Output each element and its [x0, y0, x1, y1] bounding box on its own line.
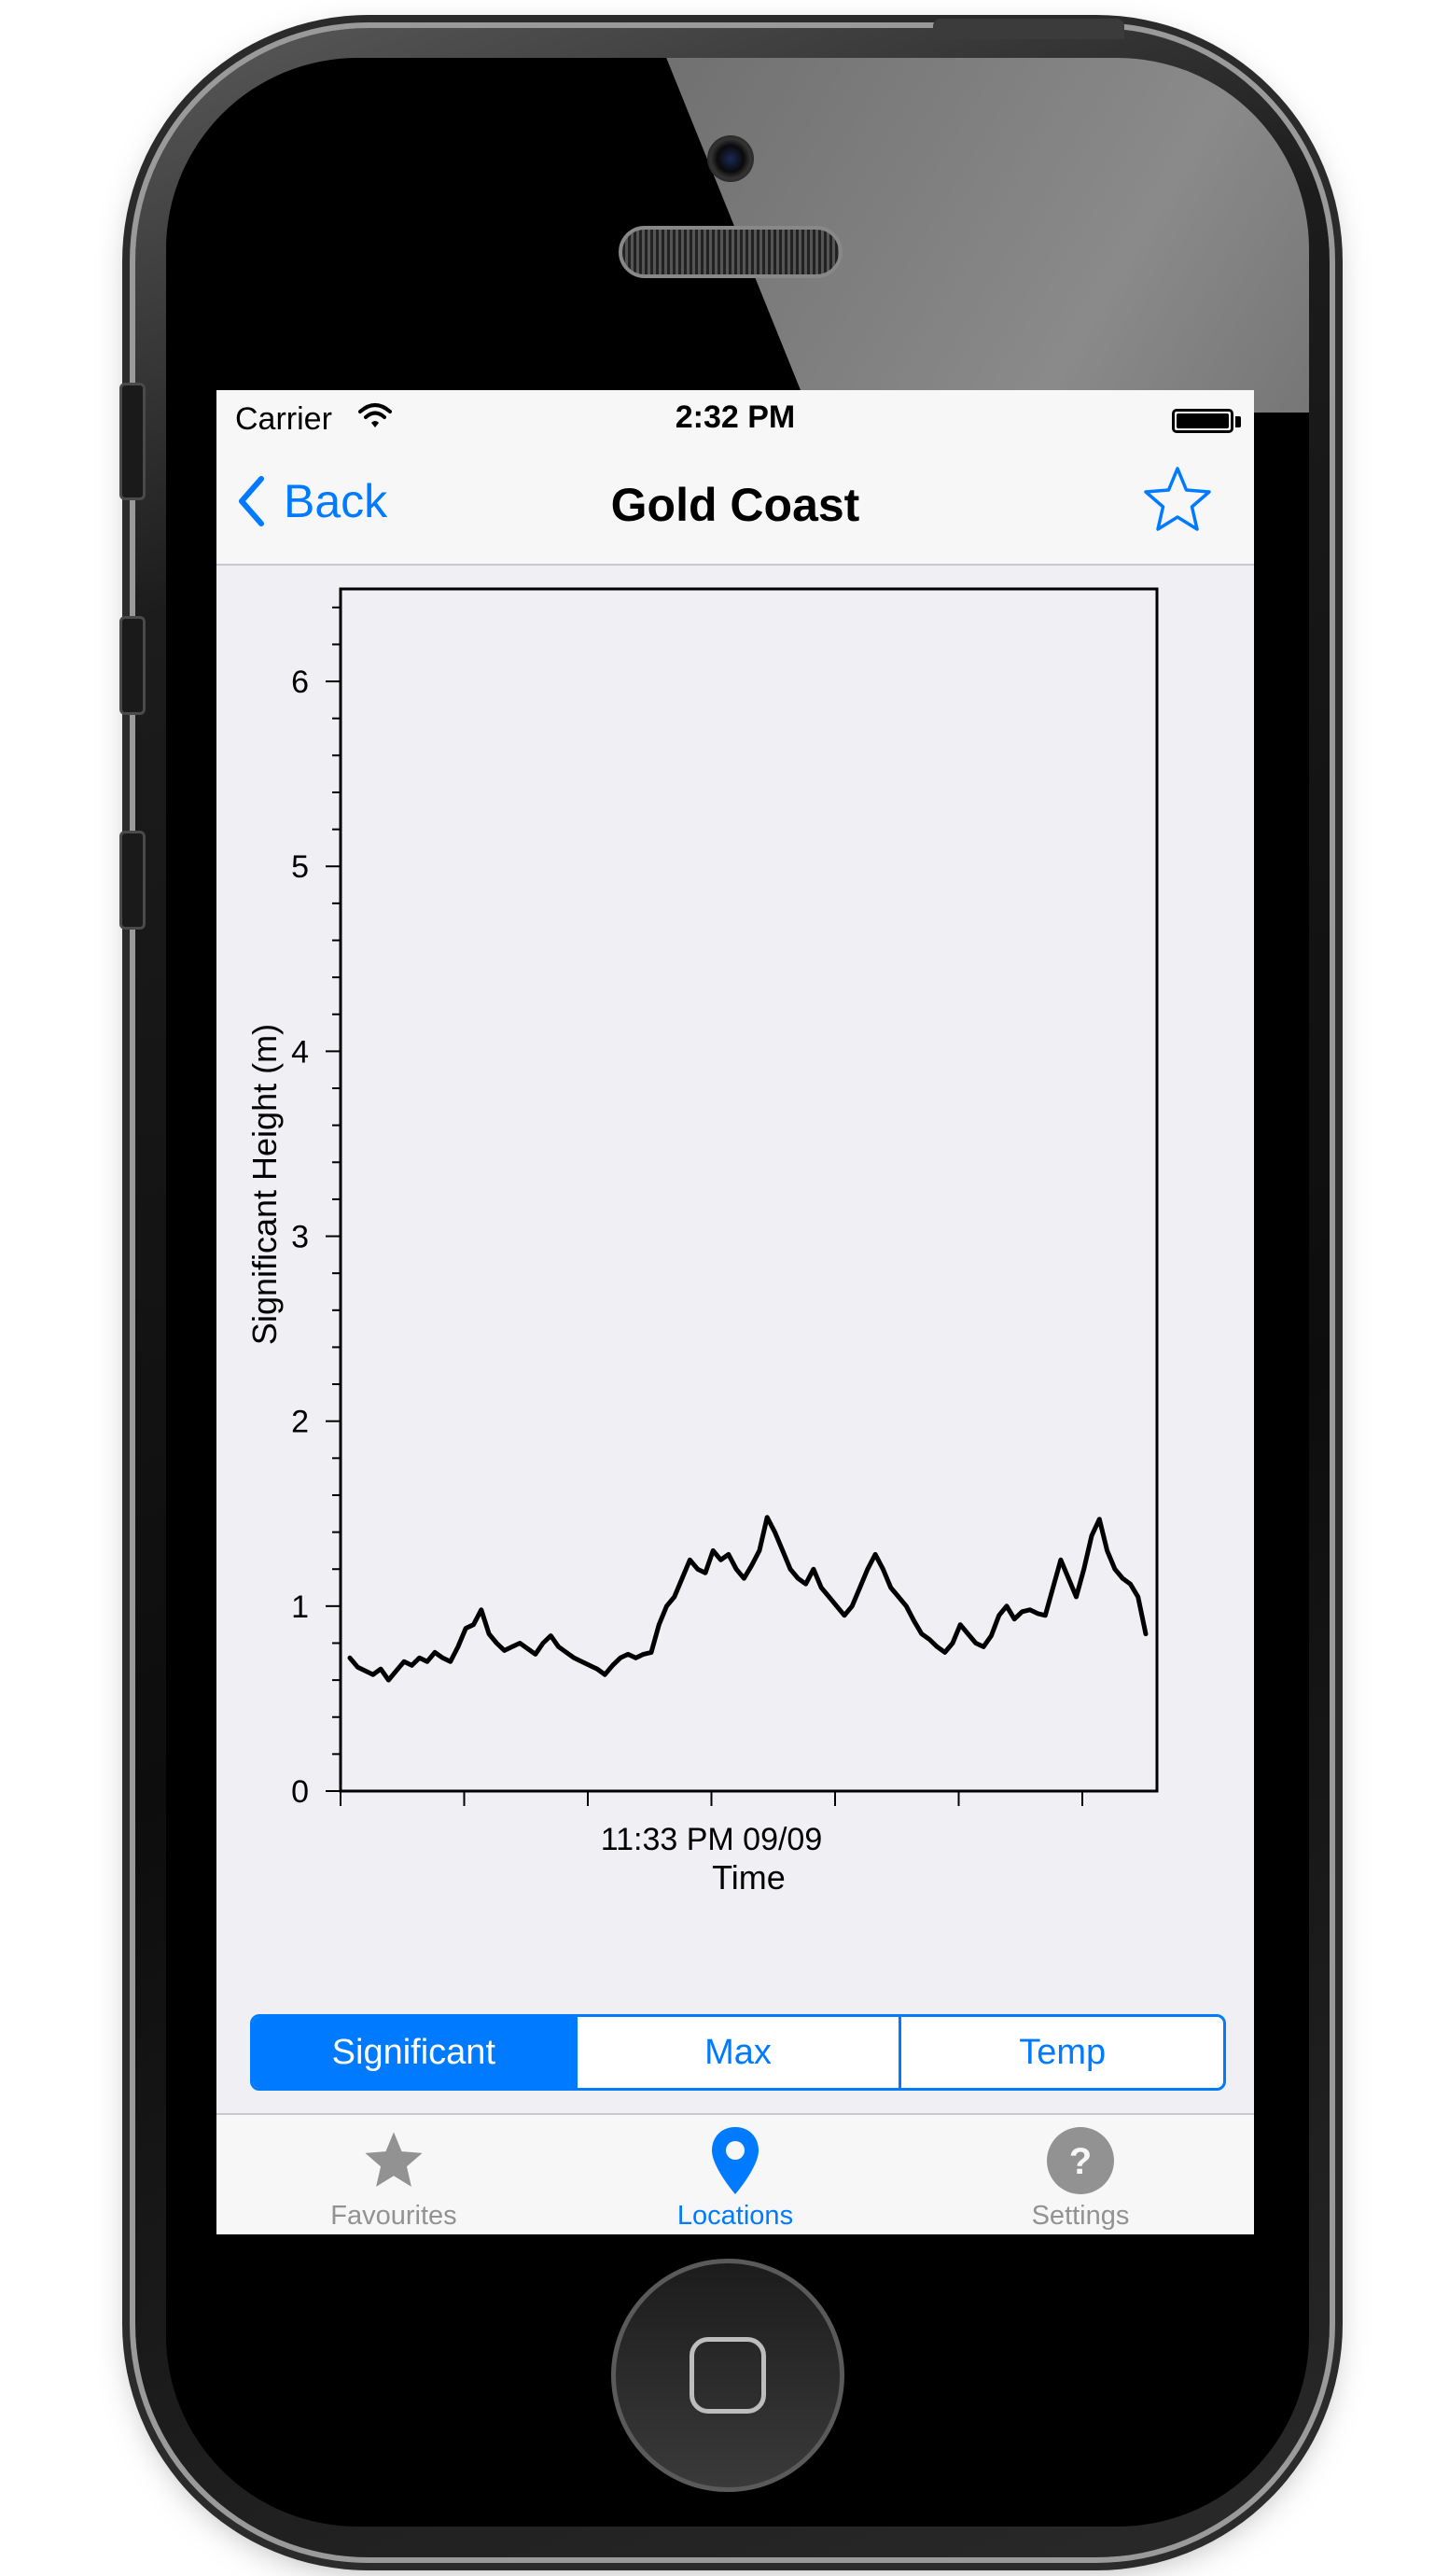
- status-time: 2:32 PM: [675, 399, 796, 435]
- tab-settings[interactable]: ? Settings: [940, 2121, 1220, 2232]
- star-icon: [365, 2132, 423, 2187]
- chart-background: [240, 566, 1210, 2012]
- x-tick-label: 11:33 PM 09/09: [601, 1822, 823, 1857]
- favourite-star-button[interactable]: [1140, 463, 1215, 542]
- front-camera: [707, 135, 754, 182]
- wave-height-chart: 0 1 2 3 4 5 6 11:33 PM 09/09 Time Significant Hei…: [216, 566, 1254, 2012]
- volume-up-button[interactable]: [119, 616, 146, 715]
- home-button[interactable]: [611, 2259, 844, 2492]
- segment-max[interactable]: Max: [578, 2017, 902, 2088]
- star-outline-icon: [1144, 467, 1211, 531]
- back-button[interactable]: Back: [237, 474, 387, 528]
- home-button-square-icon: [690, 2337, 766, 2414]
- segment-temp[interactable]: Temp: [1019, 2032, 1107, 2072]
- wifi-icon: [358, 401, 392, 440]
- battery-tip: [1235, 416, 1241, 427]
- plot-frame: [339, 587, 1159, 1793]
- y-tick-label: 2: [291, 1405, 309, 1440]
- segment-significant[interactable]: Significant: [253, 2017, 578, 2088]
- tab-locations[interactable]: Locations: [595, 2121, 875, 2232]
- tab-bar: Favourites Locations ? Settings: [216, 2113, 1254, 2234]
- y-axis-title: Significant Height (m): [245, 1024, 284, 1345]
- navigation-bar: Back Gold Coast: [216, 446, 1254, 566]
- question-circle-icon: ?: [1047, 2127, 1114, 2194]
- y-tick-label: 5: [291, 849, 309, 885]
- carrier-label: Carrier: [235, 401, 332, 437]
- page-title: Gold Coast: [610, 479, 860, 531]
- metric-segmented-control: Significant Max Temp: [250, 2014, 1226, 2091]
- y-tick-label: 3: [291, 1220, 309, 1255]
- earpiece-speaker: [619, 226, 843, 278]
- mute-switch[interactable]: [119, 383, 146, 500]
- power-button[interactable]: [933, 19, 1124, 39]
- app-screen: Carrier 2:32 PM Back Gold Coast 0 1 2 3 4 5 6 1…: [216, 390, 1254, 2234]
- tab-label-locations: Locations: [676, 2201, 794, 2231]
- svg-text:?: ?: [1069, 2141, 1092, 2182]
- chevron-left-icon: [239, 476, 264, 526]
- tab-label-settings: Settings: [1031, 2201, 1130, 2231]
- tab-favourites[interactable]: Favourites: [254, 2121, 534, 2232]
- battery-icon: [1172, 409, 1233, 433]
- x-axis-title: Time: [712, 1858, 786, 1897]
- back-label: Back: [284, 475, 388, 527]
- y-tick-label: 4: [291, 1034, 309, 1070]
- y-tick-label: 1: [291, 1589, 309, 1625]
- tab-label-favourites: Favourites: [330, 2201, 457, 2231]
- volume-down-button[interactable]: [119, 831, 146, 930]
- y-tick-label: 0: [291, 1774, 309, 1810]
- y-tick-label: 6: [291, 665, 309, 700]
- status-bar: Carrier 2:32 PM: [216, 390, 1254, 446]
- location-pin-icon: [712, 2127, 759, 2194]
- series-line: [347, 1515, 1149, 1683]
